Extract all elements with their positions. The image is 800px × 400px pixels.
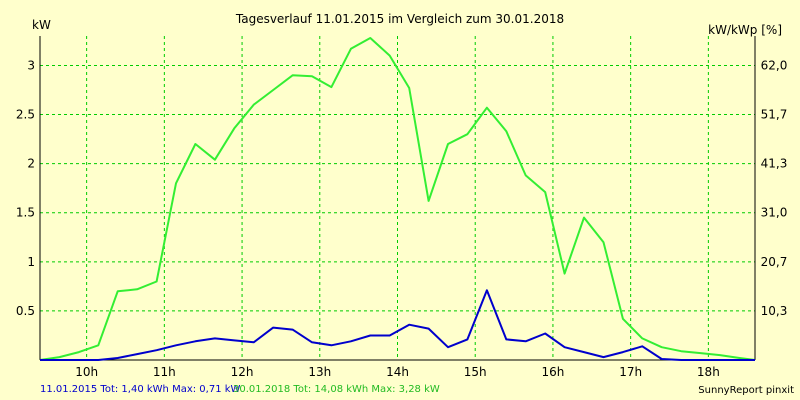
y-tick-label-left: 2.5 — [16, 108, 35, 122]
y-tick-label-left: 1 — [27, 255, 35, 269]
grid-lines — [40, 36, 755, 360]
y-tick-label-right: 41,3 — [761, 157, 788, 171]
x-tick-label: 11h — [153, 365, 176, 379]
y-axis-right-label: kW/kWp [%] — [708, 23, 782, 37]
x-tick-label: 18h — [697, 365, 720, 379]
y-axis-left-label: kW — [32, 18, 51, 32]
y-tick-label-left: 3 — [27, 58, 35, 72]
y-tick-label-right: 20,7 — [761, 255, 788, 269]
y-tick-label-right: 62,0 — [761, 58, 788, 72]
x-tick-label: 12h — [231, 365, 254, 379]
x-tick-label: 14h — [386, 365, 409, 379]
series-line-2015 — [40, 289, 755, 361]
chart-title: Tagesverlauf 11.01.2015 im Vergleich zum… — [235, 12, 564, 26]
series-line-2018 — [39, 37, 756, 361]
x-tick-label: 13h — [308, 365, 331, 379]
y-tick-label-left: 2 — [27, 157, 35, 171]
tick-labels: 10h 11h 12h 13h 14h 15h 16h 17h 18h0.511.522.531… — [16, 58, 787, 379]
series-lines — [39, 37, 756, 361]
x-tick-label: 15h — [464, 365, 487, 379]
x-tick-label: 16h — [541, 365, 564, 379]
legend-2018-summary: 30.01.2018 Tot: 14,08 kWh Max: 3,28 kW — [233, 384, 440, 395]
credit-text: SunnyReport pinxit — [698, 385, 794, 396]
legend-2015-summary: 11.01.2015 Tot: 1,40 kWh Max: 0,71 kW — [40, 384, 241, 395]
y-tick-label-right: 51,7 — [761, 108, 788, 122]
y-tick-label-right: 31,0 — [761, 206, 788, 220]
y-tick-label-left: 1.5 — [16, 206, 35, 220]
y-tick-label-left: 0.5 — [16, 304, 35, 318]
x-tick-label: 10h — [75, 365, 98, 379]
axes — [39, 36, 756, 361]
y-tick-label-right: 10,3 — [761, 304, 788, 318]
x-tick-label: 17h — [619, 365, 642, 379]
